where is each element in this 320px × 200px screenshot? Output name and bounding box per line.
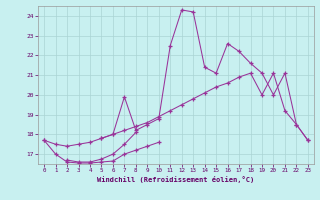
X-axis label: Windchill (Refroidissement éolien,°C): Windchill (Refroidissement éolien,°C) bbox=[97, 176, 255, 183]
